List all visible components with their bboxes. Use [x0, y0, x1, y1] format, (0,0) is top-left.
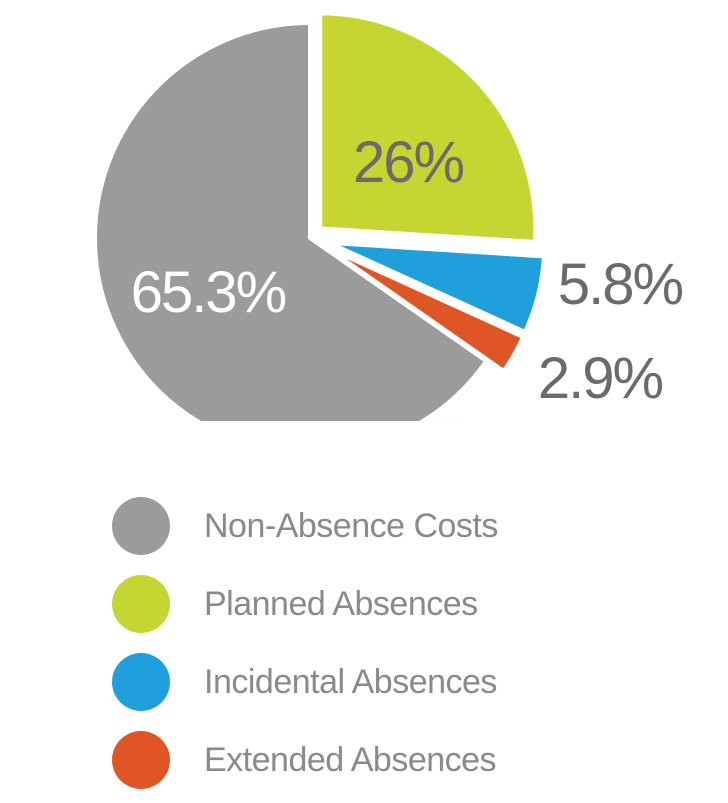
legend-swatch [112, 575, 170, 633]
legend: Non-Absence Costs Planned Absences Incid… [112, 487, 672, 799]
legend-label: Non-Absence Costs [204, 506, 498, 545]
legend-swatch [112, 731, 170, 789]
legend-item-incidental-absences: Incidental Absences [112, 643, 672, 721]
slice-planned-absences [318, 11, 538, 245]
data-label: 65.3% [131, 260, 286, 325]
slice-extended-absences [326, 246, 526, 374]
legend-swatch [112, 497, 170, 555]
pie-chart: 65.3% 26% 5.8% 2.9% [0, 11, 728, 440]
legend-item-planned-absences: Planned Absences [112, 565, 672, 643]
legend-label: Planned Absences [204, 584, 478, 623]
legend-item-extended-absences: Extended Absences [112, 721, 672, 799]
data-label: 5.8% [558, 252, 683, 317]
pie-baseline-mask [0, 421, 728, 440]
legend-item-non-absence-costs: Non-Absence Costs [112, 487, 672, 565]
data-label: 26% [353, 130, 464, 195]
legend-swatch [112, 653, 170, 711]
legend-label: Extended Absences [204, 740, 497, 779]
data-label: 2.9% [538, 346, 663, 411]
legend-label: Incidental Absences [204, 662, 497, 701]
slice-incidental-absences [328, 240, 547, 335]
